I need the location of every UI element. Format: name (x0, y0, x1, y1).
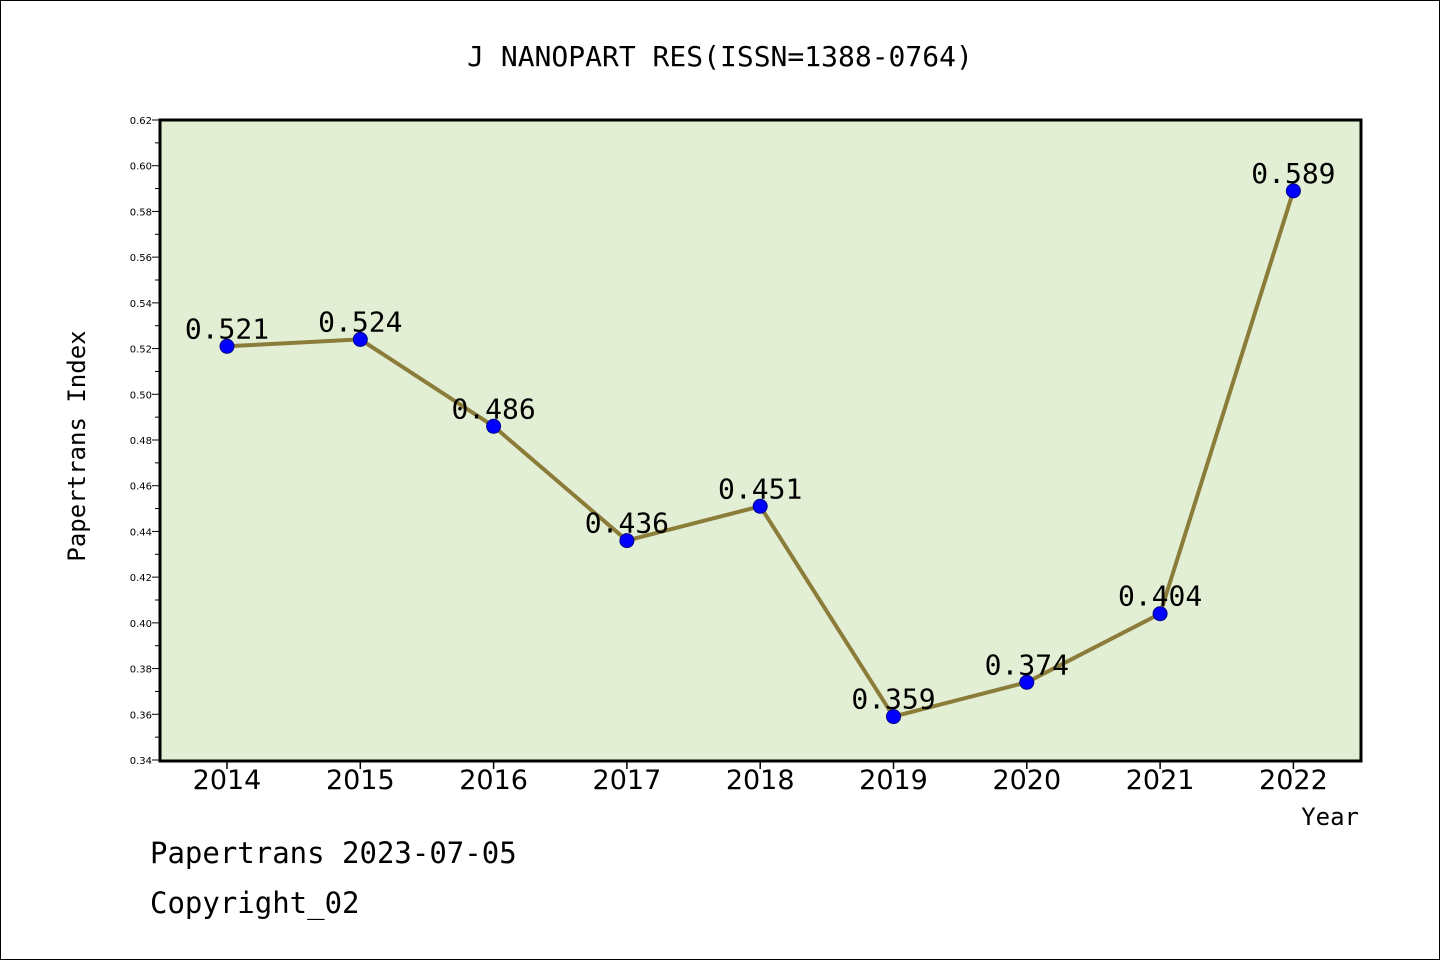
y-tick-label: 0.46 (130, 482, 152, 493)
x-tick-label: 2014 (193, 765, 262, 796)
x-axis: 2014 2015 2016 2017 2018 2019 2020 2021 2022 (193, 761, 1328, 796)
y-axis-label: Papertrans Index (63, 330, 91, 561)
x-tick-label: 2021 (1126, 765, 1195, 796)
x-tick-label: 2020 (992, 765, 1061, 796)
x-tick-label: 2018 (726, 765, 795, 796)
series-papertrans-index: 0.521 0.524 0.486 0.436 0.451 0.359 0.374 0.404… (185, 157, 1336, 725)
y-tick-label: 0.40 (130, 619, 152, 630)
y-tick-label: 0.44 (130, 527, 152, 538)
data-label: 0.589 (1251, 157, 1335, 190)
data-point-marker (1285, 183, 1301, 199)
data-point-marker (486, 418, 502, 434)
data-label: 0.451 (718, 472, 802, 505)
y-tick-label: 0.38 (130, 665, 152, 676)
data-label: 0.524 (318, 305, 402, 338)
y-tick-label: 0.42 (130, 573, 152, 584)
y-tick-label: 0.56 (130, 253, 152, 264)
data-point-marker (886, 709, 901, 725)
y-tick-label: 0.62 (130, 116, 152, 127)
footer-copyright-text: Copyright_02 (150, 886, 360, 920)
data-label: 0.404 (1118, 580, 1202, 613)
chart-title: J NANOPART RES(ISSN=1388-0764) (467, 40, 973, 73)
y-tick-label: 0.60 (130, 162, 152, 173)
data-point-marker (352, 331, 368, 347)
data-point-marker (1019, 674, 1035, 690)
data-point-marker (219, 338, 235, 354)
data-label: 0.521 (185, 312, 269, 345)
data-point-marker (752, 498, 768, 514)
x-axis-label: Year (1301, 803, 1359, 831)
x-tick-label: 2022 (1259, 765, 1328, 796)
y-tick-label: 0.50 (130, 390, 152, 401)
y-tick-label: 0.34 (130, 756, 152, 767)
data-label: 0.486 (451, 392, 535, 425)
y-tick-label: 0.52 (130, 345, 152, 356)
x-tick-label: 2016 (459, 765, 528, 796)
x-tick-label: 2019 (859, 765, 928, 796)
y-tick-label: 0.48 (130, 436, 152, 447)
x-tick-label: 2015 (326, 765, 395, 796)
y-tick-label: 0.58 (130, 207, 152, 218)
data-label: 0.436 (585, 507, 669, 540)
y-tick-label: 0.54 (130, 299, 152, 310)
x-tick-label: 2017 (593, 765, 662, 796)
data-point-marker (619, 533, 635, 549)
data-label: 0.359 (851, 683, 935, 716)
y-axis: 0.34 0.36 0.38 0.40 0.42 0.44 0.46 0.48 0.50 0.52… (130, 116, 160, 767)
data-point-marker (1152, 606, 1168, 622)
data-label: 0.374 (985, 648, 1069, 681)
plot-area (158, 118, 1363, 763)
footer-date-text: Papertrans 2023-07-05 (150, 836, 517, 870)
y-tick-label: 0.36 (130, 710, 152, 721)
